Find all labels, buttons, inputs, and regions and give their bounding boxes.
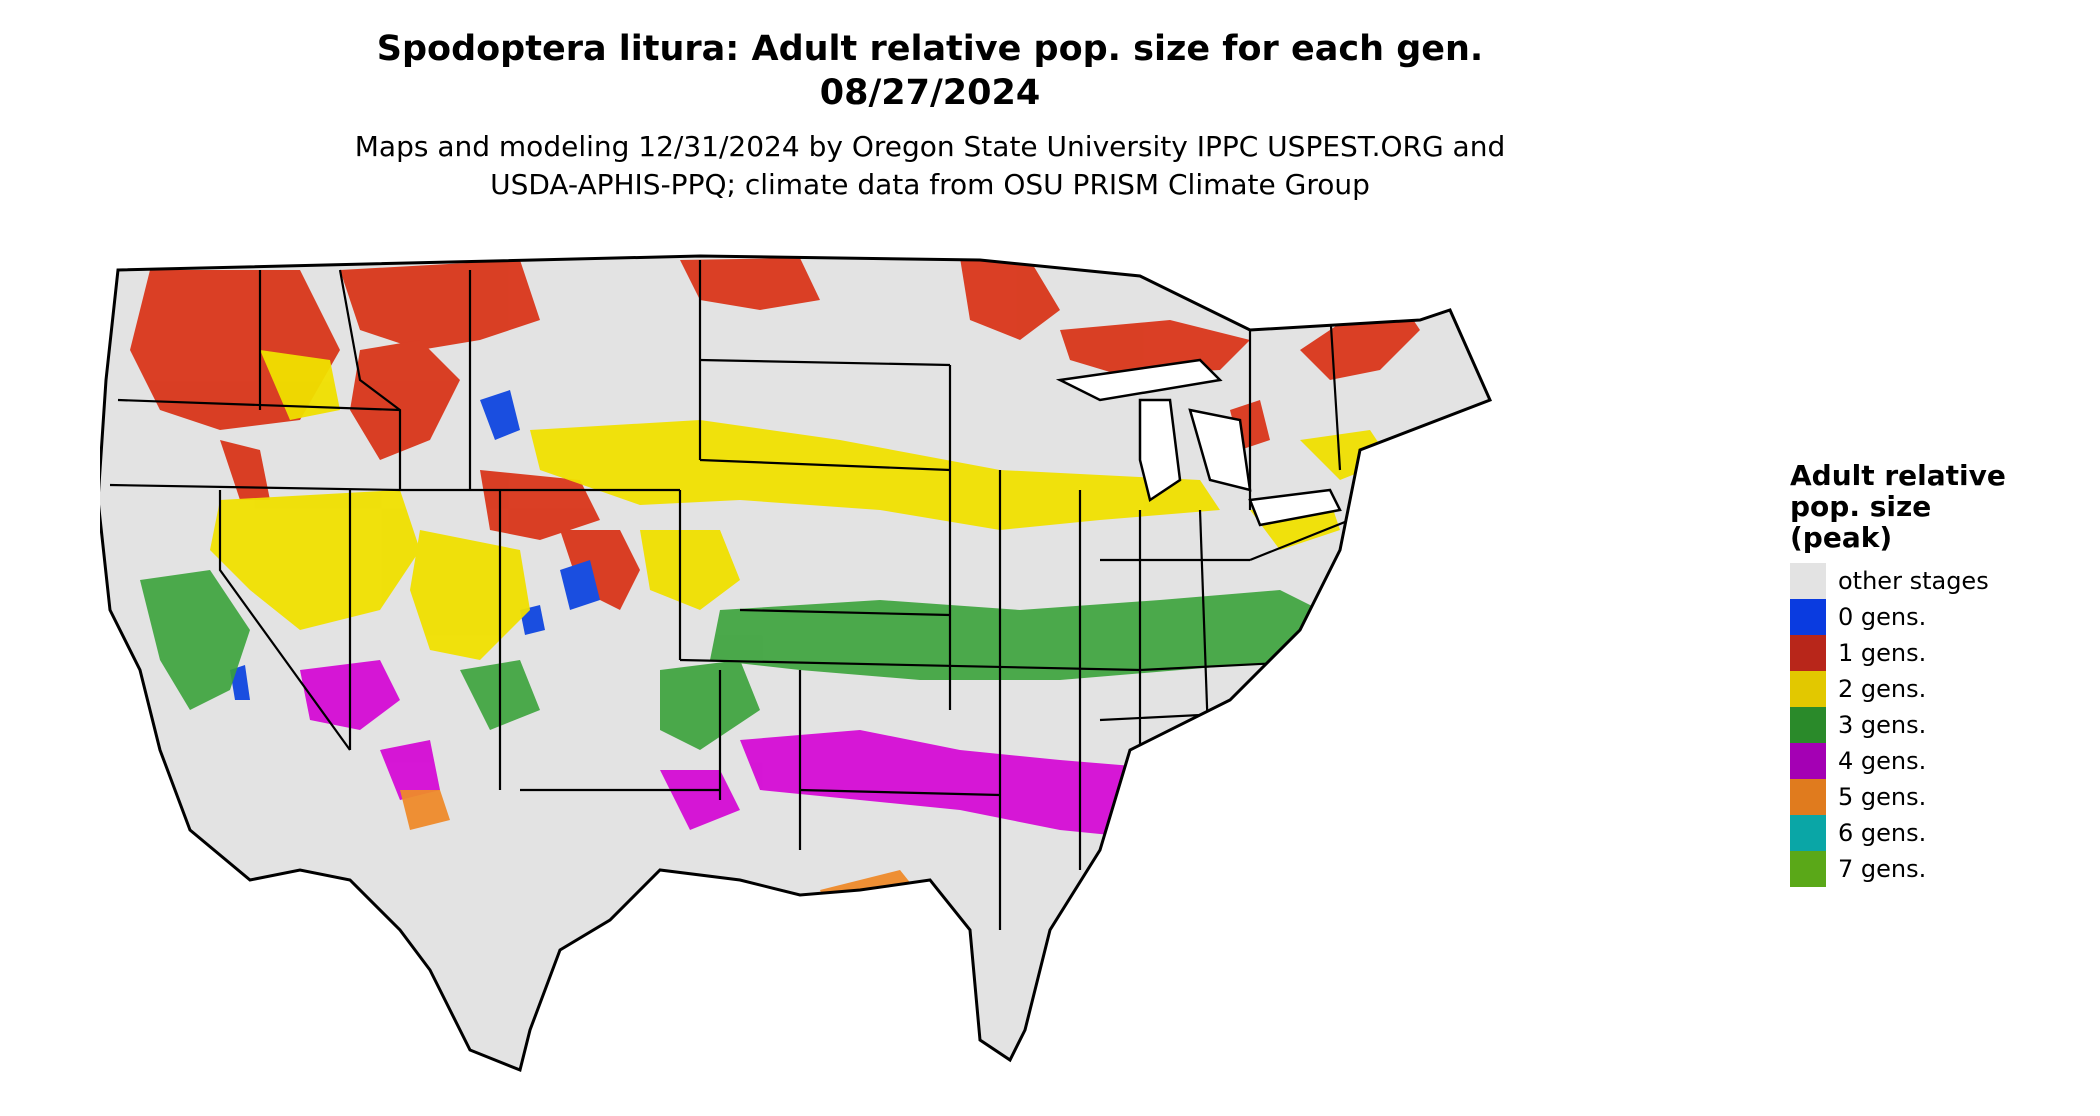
state-borders — [109, 260, 1351, 930]
legend-label: 7 gens. — [1838, 855, 1927, 883]
legend-swatch — [1790, 743, 1826, 779]
legend-swatch — [1790, 851, 1826, 887]
great-lakes — [1055, 358, 1342, 527]
legend-label: 4 gens. — [1838, 747, 1927, 775]
legend-title-line-3: (peak) — [1790, 521, 1893, 554]
legend-swatch — [1790, 635, 1826, 671]
us-generation-map — [100, 254, 1493, 1073]
legend-label: 6 gens. — [1838, 819, 1927, 847]
map-date: 08/27/2024 — [819, 73, 1041, 113]
legend-swatch — [1790, 671, 1826, 707]
zone-0-gens — [230, 390, 600, 700]
map-credit-line-1: Maps and modeling 12/31/2024 by Oregon S… — [354, 130, 1506, 163]
legend-label: other stages — [1838, 567, 1989, 595]
map-title: Spodoptera litura: Adult relative pop. s… — [376, 29, 1484, 69]
us-outline — [100, 254, 1493, 1073]
legend-swatch — [1790, 779, 1826, 815]
zone-6-gens — [780, 1000, 1320, 1070]
map-credit-line-2: USDA-APHIS-PPQ; climate data from OSU PR… — [490, 168, 1370, 201]
zone-1-gens — [130, 258, 1420, 610]
legend-label: 1 gens. — [1838, 639, 1927, 667]
legend-label: 0 gens. — [1838, 603, 1927, 631]
legend-swatch — [1790, 563, 1826, 599]
legend-swatch — [1790, 707, 1826, 743]
legend-title-line-2: pop. size — [1790, 490, 1932, 523]
legend-label: 2 gens. — [1838, 675, 1927, 703]
legend-label: 3 gens. — [1838, 711, 1927, 739]
legend-title-line-1: Adult relative — [1790, 459, 2006, 492]
legend-swatch — [1790, 815, 1826, 851]
legend-swatch — [1790, 599, 1826, 635]
legend-label: 5 gens. — [1838, 783, 1927, 811]
